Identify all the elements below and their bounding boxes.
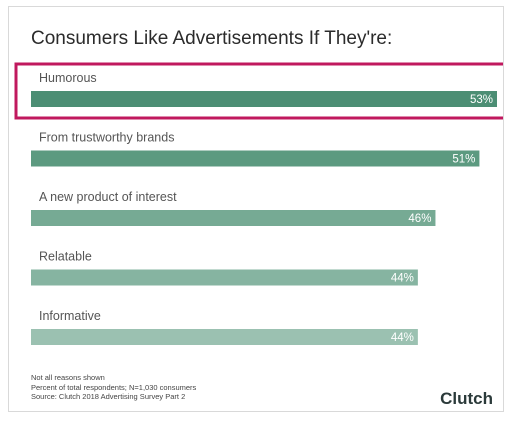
category-label: A new product of interest — [39, 190, 177, 204]
category-label: Humorous — [39, 71, 97, 85]
chart-title: Consumers Like Advertisements If They're… — [31, 28, 393, 49]
footnote-line: Not all reasons shown — [31, 373, 105, 382]
brand-logo: Clutch — [440, 389, 493, 408]
bar — [31, 150, 480, 167]
category-label: Informative — [39, 309, 101, 323]
bar — [31, 329, 418, 345]
bar-chart: Humorous 53% From trustworthy brands 51% A n… — [14, 62, 503, 345]
data-label: 51% — [452, 154, 475, 166]
chart-card: Consumers Like Advertisements If They're… — [8, 6, 504, 412]
bar — [31, 210, 436, 226]
footnote-line: Percent of total respondents; N=1,030 co… — [31, 382, 197, 392]
category-label: From trustworthy brands — [39, 131, 174, 145]
data-label: 46% — [408, 213, 431, 225]
bar — [31, 91, 497, 107]
category-label: Relatable — [39, 250, 92, 264]
highlight-box — [14, 62, 503, 120]
footnotes: Not all reasons shown Percent of total r… — [31, 373, 196, 402]
data-label: 53% — [470, 94, 493, 106]
data-label: 44% — [391, 332, 414, 344]
data-label: 44% — [391, 273, 414, 285]
footnote-line: Source: Clutch 2018 Advertising Survey P… — [31, 392, 186, 401]
bar — [31, 269, 418, 286]
